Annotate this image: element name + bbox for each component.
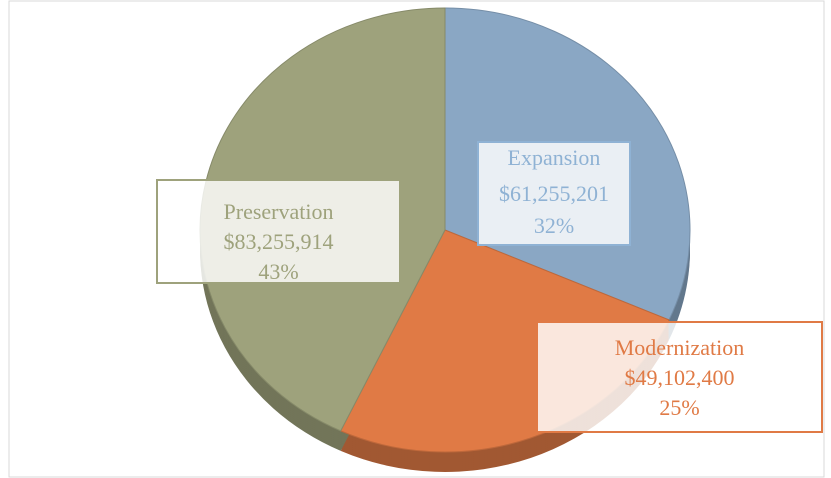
label-value: $83,255,914 xyxy=(224,229,334,254)
label-name: Preservation xyxy=(224,199,334,224)
label-box xyxy=(156,179,401,284)
label-percent: 32% xyxy=(534,213,574,238)
label-value: $61,255,201 xyxy=(499,181,609,206)
label-name: Expansion xyxy=(508,145,601,170)
label-box xyxy=(536,321,823,433)
labels: Expansion $61,255,201 32% Modernization $49,… xyxy=(156,141,823,433)
label-name: Modernization xyxy=(615,335,745,360)
label-percent: 43% xyxy=(258,259,298,284)
label-box xyxy=(477,141,631,246)
label-value: $49,102,400 xyxy=(625,365,735,390)
label-percent: 25% xyxy=(659,395,699,420)
